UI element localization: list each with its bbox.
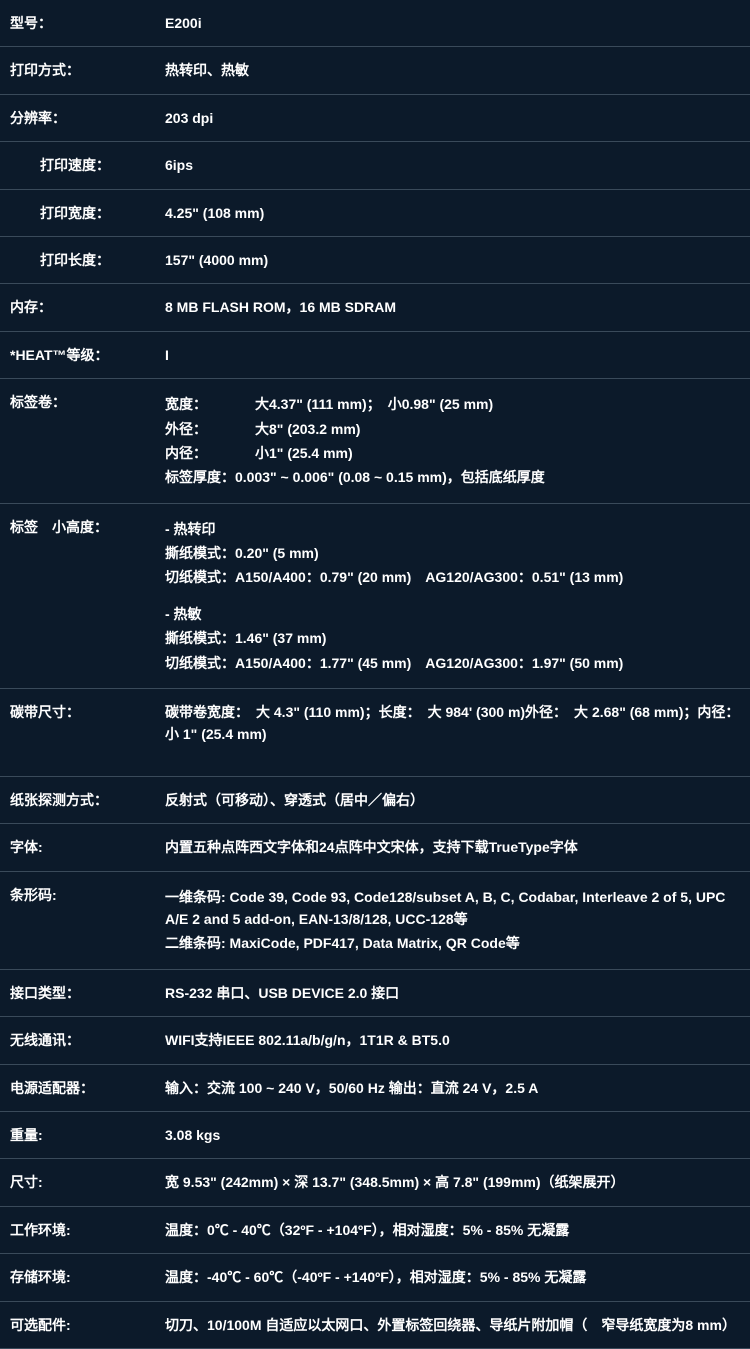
labelroll-thickness: 标签厚度：0.003" ~ 0.006" (0.08 ~ 0.15 mm)，包括…: [165, 466, 740, 488]
row-print-length: 打印长度： 157" (4000 mm): [0, 237, 750, 284]
row-interface: 接口类型： RS-232 串口、USB DEVICE 2.0 接口: [0, 970, 750, 1017]
value-dimensions: 宽 9.53" (242mm) × 深 13.7" (348.5mm) × 高 …: [165, 1171, 740, 1193]
value-wireless: WIFI支持IEEE 802.11a/b/g/n，1T1R & BT5.0: [165, 1029, 740, 1051]
barcode-2d: 二维条码: MaxiCode, PDF417, Data Matrix, QR …: [165, 932, 740, 954]
value-print-method: 热转印、热敏: [165, 59, 740, 81]
lmh-tt-tear: 撕纸模式：0.20" (5 mm): [165, 542, 740, 564]
spec-table: 型号： E200i 打印方式： 热转印、热敏 分辨率： 203 dpi 打印速度…: [0, 0, 750, 1349]
row-power: 电源适配器： 输入：交流 100 ~ 240 V，50/60 Hz 输出：直流 …: [0, 1065, 750, 1112]
label-font: 字体:: [10, 836, 165, 858]
row-memory: 内存： 8 MB FLASH ROM，16 MB SDRAM: [0, 284, 750, 331]
value-paper-detect: 反射式（可移动）、穿透式（居中／偏右）: [165, 789, 740, 811]
row-resolution: 分辨率： 203 dpi: [0, 95, 750, 142]
value-resolution: 203 dpi: [165, 107, 740, 129]
label-label-min-height: 标签 小高度：: [10, 516, 165, 538]
row-heat-level: *HEAT™等级： I: [0, 332, 750, 379]
lmh-dt-tear: 撕纸模式：1.46" (37 mm): [165, 627, 740, 649]
label-resolution: 分辨率：: [10, 107, 165, 129]
value-heat-level: I: [165, 344, 740, 366]
label-work-env: 工作环境:: [10, 1219, 165, 1241]
label-paper-detect: 纸张探测方式：: [10, 789, 165, 811]
row-label-min-height: 标签 小高度： - 热转印 撕纸模式：0.20" (5 mm) 切纸模式：A15…: [0, 504, 750, 689]
value-weight: 3.08 kgs: [165, 1124, 740, 1146]
label-weight: 重量:: [10, 1124, 165, 1146]
label-wireless: 无线通讯：: [10, 1029, 165, 1051]
label-print-speed: 打印速度：: [40, 154, 165, 176]
label-store-env: 存储环境:: [10, 1266, 165, 1288]
value-power: 输入：交流 100 ~ 240 V，50/60 Hz 输出：直流 24 V，2.…: [165, 1077, 740, 1099]
label-dimensions: 尺寸:: [10, 1171, 165, 1193]
label-print-width: 打印宽度：: [40, 202, 165, 224]
value-font: 内置五种点阵西文字体和24点阵中文宋体，支持下载TrueType字体: [165, 836, 740, 858]
lmh-dt-cut: 切纸模式：A150/A400：1.77" (45 mm) AG120/AG300…: [165, 652, 740, 674]
row-ribbon-size: 碳带尺寸： 碳带卷宽度： 大 4.3" (110 mm)；长度： 大 984' …: [0, 689, 750, 777]
row-font: 字体: 内置五种点阵西文字体和24点阵中文宋体，支持下载TrueType字体: [0, 824, 750, 871]
row-optional: 可选配件: 切刀、10/100M 自适应以太网口、外置标签回绕器、导纸片附加帽（…: [0, 1302, 750, 1349]
value-label-min-height: - 热转印 撕纸模式：0.20" (5 mm) 切纸模式：A150/A400：0…: [165, 516, 740, 676]
row-label-roll: 标签卷： 宽度：大4.37" (111 mm)； 小0.98" (25 mm) …: [0, 379, 750, 504]
label-print-length: 打印长度：: [40, 249, 165, 271]
label-ribbon-size: 碳带尺寸：: [10, 701, 165, 723]
lmh-dt-title: - 热敏: [165, 603, 740, 625]
labelroll-width-value: 大4.37" (111 mm)； 小0.98" (25 mm): [255, 396, 493, 412]
row-print-width: 打印宽度： 4.25" (108 mm): [0, 190, 750, 237]
label-optional: 可选配件:: [10, 1314, 165, 1336]
value-work-env: 温度：0℃ - 40℃（32ºF - +104ºF），相对湿度：5% - 85%…: [165, 1219, 740, 1241]
label-model: 型号：: [10, 12, 165, 34]
row-weight: 重量: 3.08 kgs: [0, 1112, 750, 1159]
labelroll-inner-label: 内径：: [165, 442, 255, 464]
labelroll-outer-label: 外径：: [165, 418, 255, 440]
row-work-env: 工作环境: 温度：0℃ - 40℃（32ºF - +104ºF），相对湿度：5%…: [0, 1207, 750, 1254]
label-heat-level: *HEAT™等级：: [10, 344, 165, 366]
label-barcode: 条形码:: [10, 884, 165, 906]
label-power: 电源适配器：: [10, 1077, 165, 1099]
value-barcode: 一维条码: Code 39, Code 93, Code128/subset A…: [165, 884, 740, 957]
row-model: 型号： E200i: [0, 0, 750, 47]
value-print-length: 157" (4000 mm): [165, 249, 740, 271]
row-paper-detect: 纸张探测方式： 反射式（可移动）、穿透式（居中／偏右）: [0, 777, 750, 824]
value-label-roll: 宽度：大4.37" (111 mm)； 小0.98" (25 mm) 外径：大8…: [165, 391, 740, 491]
row-print-speed: 打印速度： 6ips: [0, 142, 750, 189]
row-store-env: 存储环境: 温度：-40℃ - 60℃（-40ºF - +140ºF），相对湿度…: [0, 1254, 750, 1301]
row-print-method: 打印方式： 热转印、热敏: [0, 47, 750, 94]
row-wireless: 无线通讯： WIFI支持IEEE 802.11a/b/g/n，1T1R & BT…: [0, 1017, 750, 1064]
value-optional: 切刀、10/100M 自适应以太网口、外置标签回绕器、导纸片附加帽（ 窄导纸宽度…: [165, 1314, 740, 1336]
barcode-1d: 一维条码: Code 39, Code 93, Code128/subset A…: [165, 886, 740, 931]
row-barcode: 条形码: 一维条码: Code 39, Code 93, Code128/sub…: [0, 872, 750, 970]
value-print-speed: 6ips: [165, 154, 740, 176]
row-dimensions: 尺寸: 宽 9.53" (242mm) × 深 13.7" (348.5mm) …: [0, 1159, 750, 1206]
value-memory: 8 MB FLASH ROM，16 MB SDRAM: [165, 296, 740, 318]
value-store-env: 温度：-40℃ - 60℃（-40ºF - +140ºF），相对湿度：5% - …: [165, 1266, 740, 1288]
lmh-tt-cut: 切纸模式：A150/A400：0.79" (20 mm) AG120/AG300…: [165, 566, 740, 588]
labelroll-inner-value: 小1" (25.4 mm): [255, 445, 353, 461]
label-interface: 接口类型：: [10, 982, 165, 1004]
labelroll-outer-value: 大8" (203.2 mm): [255, 421, 360, 437]
value-model: E200i: [165, 12, 740, 34]
lmh-tt-title: - 热转印: [165, 518, 740, 540]
value-interface: RS-232 串口、USB DEVICE 2.0 接口: [165, 982, 740, 1004]
label-memory: 内存：: [10, 296, 165, 318]
labelroll-width-label: 宽度：: [165, 393, 255, 415]
label-label-roll: 标签卷：: [10, 391, 165, 413]
value-print-width: 4.25" (108 mm): [165, 202, 740, 224]
label-print-method: 打印方式：: [10, 59, 165, 81]
value-ribbon-size: 碳带卷宽度： 大 4.3" (110 mm)；长度： 大 984' (300 m…: [165, 701, 740, 746]
